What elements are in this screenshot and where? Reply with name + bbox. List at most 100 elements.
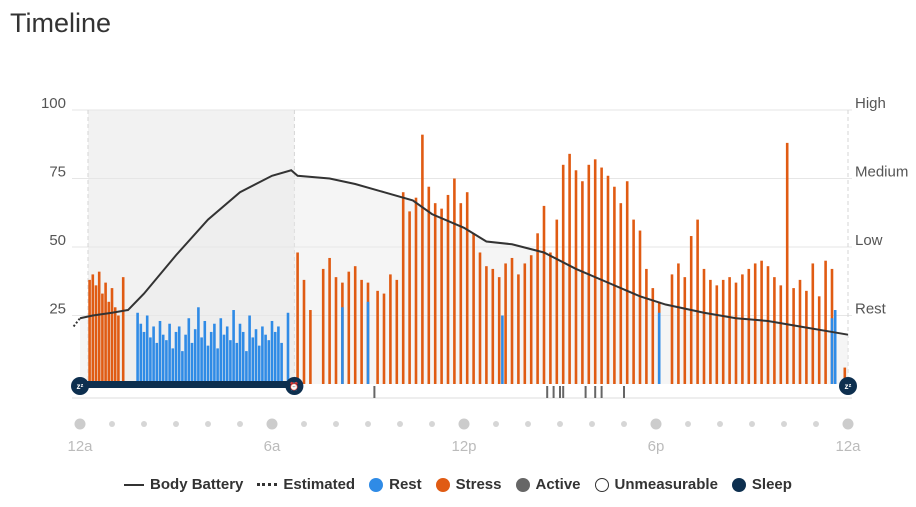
stress-bar <box>728 277 731 384</box>
stress-bar <box>779 285 783 384</box>
rest-bar <box>225 326 229 384</box>
stress-bar <box>446 194 450 384</box>
sleep-end-icon <box>839 377 857 395</box>
stress-bar <box>465 192 469 384</box>
active-mark <box>623 386 625 398</box>
stress-bar <box>302 279 306 384</box>
active-mark <box>594 386 597 398</box>
legend-body-battery[interactable]: Body Battery <box>124 476 243 493</box>
rest-bar <box>222 334 226 384</box>
stress-bar <box>715 285 719 384</box>
hour-marker <box>749 421 755 427</box>
hour-marker <box>237 421 243 427</box>
hour-marker-major <box>650 418 662 430</box>
stress-bar <box>632 219 635 384</box>
rest-bar <box>277 326 280 384</box>
alarm-clock-icon-glyph: ⏰ <box>289 381 299 391</box>
rest-bar <box>280 342 283 384</box>
stress-bar <box>321 268 325 384</box>
stress-bar <box>529 255 533 384</box>
active-mark <box>373 386 376 398</box>
rest-bar <box>366 301 370 384</box>
stress-bar <box>296 252 299 384</box>
y-tick-label: 25 <box>49 301 66 318</box>
legend-stress[interactable]: Stress <box>435 476 502 493</box>
hour-marker <box>589 421 595 427</box>
legend-rest[interactable]: Rest <box>369 476 422 493</box>
rest-bar <box>264 334 267 384</box>
hour-marker <box>429 421 435 427</box>
stress-bar <box>347 271 351 384</box>
rest-bar <box>501 315 504 384</box>
stress-bar <box>408 211 411 384</box>
stress-bar <box>433 203 437 384</box>
hour-marker <box>173 421 179 427</box>
hour-marker <box>685 421 691 427</box>
rest-bar <box>206 345 210 384</box>
hour-marker <box>813 421 819 427</box>
legend-active[interactable]: Active <box>515 476 581 493</box>
stress-dot-icon <box>435 477 450 492</box>
hour-marker <box>301 421 307 427</box>
active-mark <box>562 386 565 398</box>
hour-marker <box>397 421 403 427</box>
y-tick-label: 75 <box>49 164 66 181</box>
rest-bar <box>197 307 200 384</box>
rest-bar <box>238 323 242 384</box>
active-mark <box>600 386 603 398</box>
rest-bar <box>257 345 261 384</box>
stress-bar <box>517 274 520 384</box>
stress-bar <box>459 203 463 384</box>
rest-bar <box>171 348 175 384</box>
stress-bar <box>395 279 399 384</box>
body-battery-line-icon <box>124 483 145 486</box>
active-mark <box>559 386 561 398</box>
active-mark <box>546 386 549 398</box>
stress-bar <box>536 233 539 384</box>
rest-bar <box>830 318 834 384</box>
stress-bar <box>709 279 712 384</box>
rest-bar <box>235 342 239 384</box>
y-tick-label-right: Low <box>855 232 883 249</box>
stress-bar <box>645 268 648 384</box>
legend-unmeasurable[interactable]: Unmeasurable <box>594 476 718 493</box>
hour-marker <box>525 421 531 427</box>
rest-bar <box>216 348 219 384</box>
rest-bar <box>232 310 235 384</box>
stress-bar <box>523 263 527 384</box>
legend-estimated[interactable]: Estimated <box>257 476 355 493</box>
stress-bar <box>574 170 578 384</box>
stress-bar <box>747 268 751 384</box>
stress-bar <box>561 164 565 384</box>
y-tick-label-right: High <box>855 95 886 112</box>
rest-bar <box>184 334 187 384</box>
stress-bar <box>88 279 91 384</box>
sleep-bar <box>80 381 295 388</box>
legend-sleep[interactable]: Sleep <box>731 476 792 493</box>
stress-bar <box>504 263 507 384</box>
stress-bar <box>638 230 642 384</box>
stress-bar <box>453 178 456 384</box>
stress-bar <box>702 268 706 384</box>
alarm-clock-icon <box>285 377 304 395</box>
stress-bar <box>485 266 488 384</box>
rest-bar <box>245 351 248 384</box>
stress-bar <box>817 296 821 384</box>
stress-bar <box>414 197 418 384</box>
x-tick-label: 12a <box>835 438 861 455</box>
hour-marker <box>141 421 147 427</box>
stress-bar <box>619 203 623 384</box>
rest-bar <box>273 331 277 384</box>
stress-bar <box>811 263 815 384</box>
stress-bar <box>382 293 386 384</box>
rest-bar <box>145 315 149 384</box>
stress-bar <box>389 274 392 384</box>
rest-bar <box>267 340 271 384</box>
rest-bar <box>152 326 155 384</box>
rest-bar <box>261 326 264 384</box>
rest-bar <box>203 320 207 384</box>
stress-bar <box>785 142 789 384</box>
stress-bar <box>741 274 744 384</box>
rest-bar <box>142 331 146 384</box>
x-tick-label: 6a <box>264 438 281 455</box>
